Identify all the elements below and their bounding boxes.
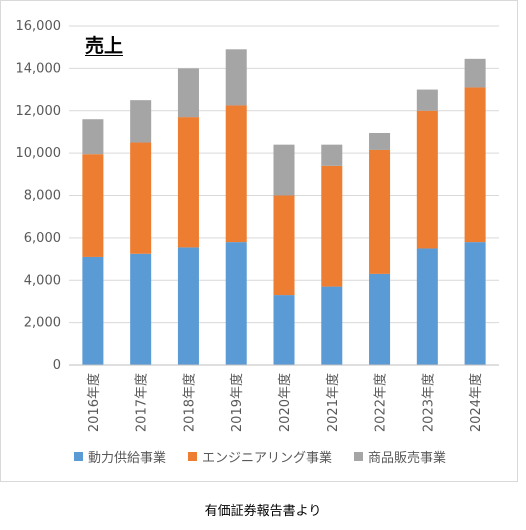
bar-segment xyxy=(130,253,152,365)
chart-plot: 0 2,000 4,000 6,000 8,000 10,000 12,000 14,000 1… xyxy=(16,19,499,432)
bar-segment xyxy=(225,49,247,106)
x-tick-label: 2023年度 xyxy=(420,373,436,432)
bar-segment xyxy=(273,295,295,365)
legend-swatch xyxy=(187,452,197,461)
y-tick-label: 16,000 xyxy=(16,19,62,34)
x-tick-label: 2016年度 xyxy=(86,373,102,432)
bar-segment xyxy=(82,256,104,365)
bar-segment xyxy=(321,144,343,166)
bar-segment xyxy=(273,144,295,196)
legend-swatch xyxy=(354,452,363,461)
x-tick-label: 2020年度 xyxy=(277,373,293,432)
x-tick-label: 2017年度 xyxy=(134,373,150,432)
legend-swatch xyxy=(73,452,83,461)
bar-segment xyxy=(369,273,391,365)
y-tick-label: 6,000 xyxy=(24,231,61,246)
x-tick-label: 2019年度 xyxy=(229,373,245,432)
bar-segment xyxy=(464,242,486,365)
bar-segment xyxy=(177,247,199,365)
bar-segment xyxy=(416,248,438,365)
y-tick-label: 0 xyxy=(53,358,61,373)
bar-segment xyxy=(369,149,391,274)
bar-segment xyxy=(369,132,391,150)
y-tick-label: 8,000 xyxy=(24,189,61,204)
legend-item: 商品販売事業 xyxy=(354,447,446,466)
legend-label: 商品販売事業 xyxy=(368,451,447,466)
legend-label: 動力供給事業 xyxy=(87,451,166,466)
bar-segment xyxy=(177,68,199,118)
y-tick-label: 12,000 xyxy=(16,104,62,119)
y-tick-label: 2,000 xyxy=(24,316,61,331)
bar-segment xyxy=(273,195,295,296)
x-tick-label: 2022年度 xyxy=(373,373,389,432)
legend-label: エンジニアリング事業 xyxy=(201,451,332,466)
x-tick-label: 2021年度 xyxy=(325,373,341,432)
bar-segment xyxy=(82,119,104,155)
bar-segment xyxy=(416,110,438,249)
bar-segment xyxy=(464,87,486,243)
y-tick-label: 10,000 xyxy=(16,146,62,161)
bar-segment xyxy=(225,105,247,243)
bar-segment xyxy=(177,117,199,248)
bar-segment xyxy=(321,286,343,365)
legend-item: 動力供給事業 xyxy=(73,447,166,466)
chart-frame: 0 2,000 4,000 6,000 8,000 10,000 12,000 14,000 1… xyxy=(0,0,518,482)
y-tick-label: 14,000 xyxy=(16,61,62,76)
bar-segment xyxy=(321,165,343,287)
bar-segment xyxy=(416,89,438,111)
chart-legend: 動力供給事業 エンジニアリング事業 商品販売事業 xyxy=(1,447,519,466)
bar-segment xyxy=(130,100,152,143)
bar-segment xyxy=(130,142,152,254)
chart-title: 売上 xyxy=(85,35,124,57)
y-tick-label: 4,000 xyxy=(24,273,61,288)
legend-item: エンジニアリング事業 xyxy=(187,447,332,466)
bar-segment xyxy=(464,58,486,88)
bar-segment xyxy=(225,242,247,365)
x-tick-label: 2024年度 xyxy=(468,373,484,432)
bar-segment xyxy=(82,154,104,257)
x-tick-label: 2018年度 xyxy=(181,373,197,432)
source-caption: 有価証券報告書より xyxy=(204,504,322,519)
